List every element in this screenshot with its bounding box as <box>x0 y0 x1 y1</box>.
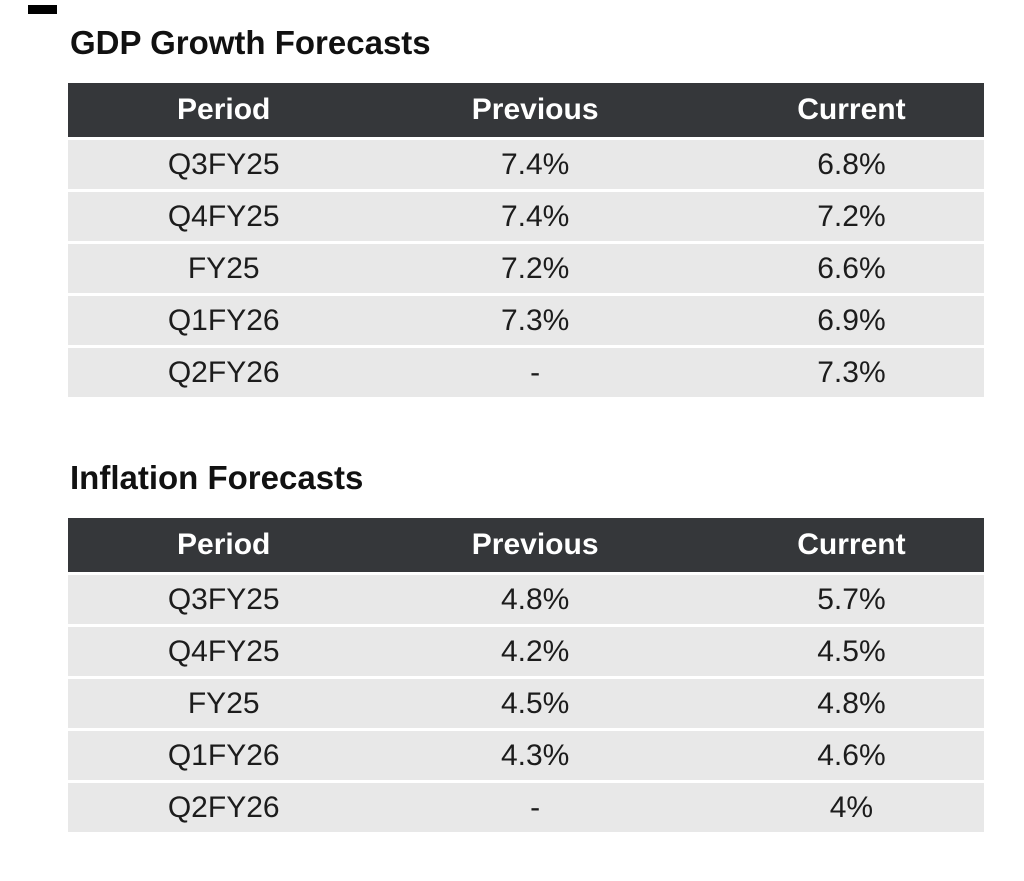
cell-current: 5.7% <box>690 572 984 626</box>
gdp-forecast-table: Period Previous Current Q3FY25 7.4% 6.8%… <box>68 83 984 397</box>
table-row: Q4FY25 7.4% 7.2% <box>68 189 984 243</box>
cell-previous: 4.2% <box>379 624 691 678</box>
gdp-forecast-section: GDP Growth Forecasts Period Previous Cur… <box>68 24 984 397</box>
column-header-previous: Previous <box>379 518 691 574</box>
cell-previous: 7.3% <box>379 293 691 347</box>
cell-current: 4% <box>690 780 984 832</box>
column-header-period: Period <box>68 83 380 139</box>
page-content: GDP Growth Forecasts Period Previous Cur… <box>68 0 984 832</box>
table-row: Q1FY26 4.3% 4.6% <box>68 728 984 782</box>
cell-current: 4.6% <box>690 728 984 782</box>
cell-previous: 7.4% <box>379 189 691 243</box>
table-row: Q1FY26 7.3% 6.9% <box>68 293 984 347</box>
cell-previous: 4.5% <box>379 676 691 730</box>
cell-period: Q2FY26 <box>68 780 380 832</box>
inflation-table-title: Inflation Forecasts <box>70 459 364 496</box>
cell-current: 4.8% <box>690 676 984 730</box>
column-header-previous: Previous <box>379 83 691 139</box>
cell-current: 4.5% <box>690 624 984 678</box>
gdp-table-title: GDP Growth Forecasts <box>70 24 431 61</box>
table-row: Q4FY25 4.2% 4.5% <box>68 624 984 678</box>
cell-previous: 7.2% <box>379 241 691 295</box>
cell-previous: 7.4% <box>379 137 691 191</box>
cell-current: 6.9% <box>690 293 984 347</box>
inflation-forecast-table: Period Previous Current Q3FY25 4.8% 5.7%… <box>68 518 984 832</box>
cell-current: 7.2% <box>690 189 984 243</box>
cell-period: Q2FY26 <box>68 345 380 397</box>
cell-current: 7.3% <box>690 345 984 397</box>
table-row: FY25 7.2% 6.6% <box>68 241 984 295</box>
header-row: Period Previous Current <box>68 518 984 574</box>
column-header-current: Current <box>690 83 984 139</box>
cell-period: Q3FY25 <box>68 137 380 191</box>
cell-period: Q3FY25 <box>68 572 380 626</box>
cell-current: 6.8% <box>690 137 984 191</box>
table-row: Q3FY25 7.4% 6.8% <box>68 137 984 191</box>
header-row: Period Previous Current <box>68 83 984 139</box>
table-row: FY25 4.5% 4.8% <box>68 676 984 730</box>
corner-mark <box>28 5 57 14</box>
cell-previous: 4.3% <box>379 728 691 782</box>
table-row: Q3FY25 4.8% 5.7% <box>68 572 984 626</box>
column-header-period: Period <box>68 518 380 574</box>
cell-period: Q4FY25 <box>68 189 380 243</box>
cell-period: Q1FY26 <box>68 293 380 347</box>
cell-previous: - <box>379 780 691 832</box>
cell-period: FY25 <box>68 241 380 295</box>
cell-previous: 4.8% <box>379 572 691 626</box>
column-header-current: Current <box>690 518 984 574</box>
cell-current: 6.6% <box>690 241 984 295</box>
cell-previous: - <box>379 345 691 397</box>
table-row: Q2FY26 - 7.3% <box>68 345 984 397</box>
cell-period: FY25 <box>68 676 380 730</box>
cell-period: Q4FY25 <box>68 624 380 678</box>
inflation-forecast-section: Inflation Forecasts Period Previous Curr… <box>68 459 984 832</box>
cell-period: Q1FY26 <box>68 728 380 782</box>
table-row: Q2FY26 - 4% <box>68 780 984 832</box>
